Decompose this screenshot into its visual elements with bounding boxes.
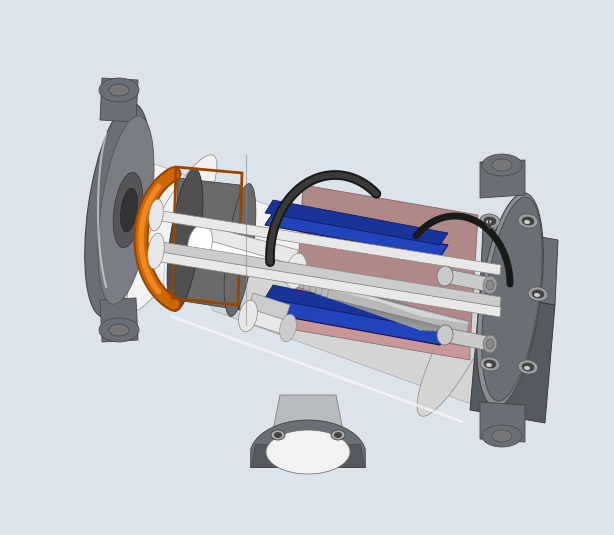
Polygon shape [131,155,462,338]
Polygon shape [286,266,437,332]
Ellipse shape [480,214,500,228]
Polygon shape [248,293,290,320]
Polygon shape [172,233,503,416]
Polygon shape [273,261,428,331]
Ellipse shape [532,290,544,298]
Ellipse shape [518,214,538,228]
Polygon shape [200,238,298,277]
Ellipse shape [486,220,492,224]
Polygon shape [251,445,365,468]
Polygon shape [155,251,501,317]
Polygon shape [268,258,424,331]
Polygon shape [265,298,448,345]
Ellipse shape [483,276,497,294]
Ellipse shape [109,324,129,336]
Ellipse shape [239,300,257,332]
Ellipse shape [482,425,522,447]
Polygon shape [185,243,245,287]
Ellipse shape [437,325,453,345]
Ellipse shape [109,84,129,96]
Ellipse shape [274,432,282,438]
Polygon shape [295,317,470,360]
Ellipse shape [99,318,139,342]
Ellipse shape [127,155,217,311]
Ellipse shape [484,217,496,225]
Polygon shape [470,292,555,423]
Polygon shape [265,213,448,257]
Ellipse shape [286,253,306,289]
Polygon shape [445,269,492,292]
Ellipse shape [279,314,297,342]
Ellipse shape [191,193,229,221]
Polygon shape [303,275,451,332]
Polygon shape [185,217,245,273]
Ellipse shape [522,363,534,371]
Polygon shape [295,185,478,347]
Polygon shape [328,286,468,333]
Ellipse shape [476,193,543,407]
Ellipse shape [99,78,139,102]
Ellipse shape [120,188,138,232]
Polygon shape [273,395,343,430]
Ellipse shape [534,293,540,297]
Ellipse shape [518,360,538,374]
Ellipse shape [149,199,163,231]
Ellipse shape [266,430,350,474]
Polygon shape [155,241,501,307]
Ellipse shape [164,182,206,298]
Polygon shape [279,264,432,331]
Polygon shape [298,272,446,332]
Ellipse shape [271,430,285,440]
Polygon shape [265,285,448,330]
Ellipse shape [482,154,522,176]
Ellipse shape [492,430,512,442]
Ellipse shape [181,186,239,228]
Polygon shape [155,210,501,275]
Polygon shape [480,160,525,198]
Polygon shape [265,200,448,245]
Ellipse shape [486,339,494,349]
Ellipse shape [417,259,507,416]
Polygon shape [480,227,558,305]
Ellipse shape [224,184,256,316]
Polygon shape [316,280,459,333]
Ellipse shape [481,197,542,401]
Polygon shape [445,328,492,351]
Ellipse shape [334,432,342,438]
Ellipse shape [148,233,165,269]
Ellipse shape [486,280,494,290]
Polygon shape [480,402,525,442]
Polygon shape [200,225,298,265]
Ellipse shape [480,357,500,371]
Ellipse shape [437,266,453,286]
Ellipse shape [524,220,530,224]
Ellipse shape [187,224,212,264]
Ellipse shape [98,116,154,304]
Polygon shape [100,298,138,342]
Ellipse shape [85,103,151,317]
Ellipse shape [484,360,496,368]
Ellipse shape [524,366,530,370]
Ellipse shape [113,172,143,248]
Ellipse shape [492,159,512,171]
Ellipse shape [528,287,548,301]
Ellipse shape [483,335,497,353]
Polygon shape [292,269,441,332]
Polygon shape [177,178,240,310]
Polygon shape [248,308,290,335]
Polygon shape [322,283,464,333]
Polygon shape [309,278,455,332]
Ellipse shape [167,169,203,311]
Ellipse shape [486,363,492,367]
Ellipse shape [331,430,345,440]
Polygon shape [251,420,365,468]
Polygon shape [100,78,138,122]
Ellipse shape [522,217,534,225]
